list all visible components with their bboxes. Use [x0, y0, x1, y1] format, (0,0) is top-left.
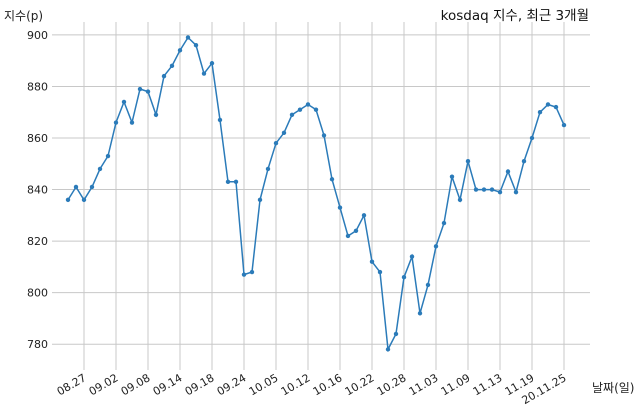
y-tick-label: 880 — [27, 80, 48, 93]
data-point — [121, 99, 127, 105]
data-point — [201, 71, 207, 76]
data-point — [433, 244, 439, 249]
data-point — [337, 205, 343, 210]
y-tick-label: 800 — [27, 287, 48, 300]
data-point — [385, 347, 391, 352]
data-point — [553, 104, 559, 110]
chart-title: kosdaq 지수, 최근 3개월 — [441, 8, 589, 24]
data-point — [297, 107, 303, 112]
x-tick-label: 11.13 — [471, 371, 505, 398]
data-point — [193, 43, 199, 48]
x-tick-label: 09.24 — [215, 371, 249, 398]
x-tick-label: 10.16 — [311, 371, 345, 398]
data-point — [473, 187, 479, 192]
data-point — [361, 213, 367, 218]
x-tick-label: 10.22 — [343, 371, 377, 398]
data-point — [353, 228, 359, 233]
data-point — [273, 140, 279, 146]
data-point — [561, 122, 567, 128]
data-point — [345, 233, 351, 239]
data-point — [449, 174, 455, 179]
data-point — [177, 48, 183, 53]
data-point — [321, 133, 327, 138]
data-point — [465, 159, 471, 164]
data-point — [289, 112, 295, 118]
data-point — [521, 159, 527, 164]
x-tick-label: 10.28 — [375, 371, 409, 398]
data-point — [265, 166, 271, 172]
x-tick-label: 11.09 — [439, 371, 473, 398]
x-tick-label: 09.02 — [87, 371, 121, 398]
data-point — [209, 61, 215, 66]
data-point — [81, 197, 87, 203]
x-axis-label: 날짜(일) — [592, 381, 634, 395]
data-point — [233, 179, 239, 185]
data-point — [225, 179, 231, 185]
y-tick-label: 780 — [27, 338, 48, 351]
data-point — [73, 184, 79, 190]
y-tick-label: 860 — [27, 132, 48, 145]
grid — [52, 22, 590, 370]
x-tick-label: 09.14 — [151, 371, 185, 398]
data-point — [185, 35, 191, 40]
x-axis-ticks: 08.2709.0209.0809.1409.1809.2410.0510.12… — [55, 371, 569, 407]
data-point — [137, 86, 143, 92]
data-point — [129, 120, 135, 125]
data-point — [425, 282, 431, 288]
x-tick-label: 10.05 — [247, 371, 281, 398]
data-point — [153, 112, 159, 118]
data-point — [97, 166, 103, 172]
x-tick-label: 10.12 — [279, 371, 313, 398]
data-point — [105, 153, 111, 159]
data-point — [537, 110, 543, 115]
data-point — [529, 135, 535, 141]
x-tick-label: 11.03 — [407, 371, 441, 398]
data-point — [513, 189, 519, 195]
data-point — [313, 107, 319, 112]
data-point — [369, 259, 375, 264]
series-line — [67, 36, 565, 352]
data-point — [257, 197, 263, 203]
data-point — [217, 117, 223, 123]
data-point — [393, 331, 399, 337]
data-point — [505, 169, 511, 174]
data-point — [161, 73, 167, 79]
y-axis-label: 지수(p) — [4, 9, 43, 23]
data-point — [89, 184, 95, 190]
data-point — [409, 254, 415, 259]
data-point — [497, 189, 503, 195]
data-point — [249, 269, 255, 275]
data-point — [377, 269, 383, 275]
x-tick-label: 08.27 — [55, 371, 89, 398]
x-tick-label: 09.18 — [183, 371, 217, 398]
y-tick-label: 900 — [27, 29, 48, 42]
data-point — [441, 220, 447, 226]
data-point — [241, 272, 247, 277]
data-point — [457, 197, 463, 203]
data-point — [329, 177, 335, 182]
data-point — [481, 187, 487, 192]
data-point — [489, 187, 495, 192]
data-point — [281, 130, 287, 136]
data-point — [305, 102, 311, 107]
data-point — [545, 102, 551, 107]
data-point — [65, 197, 71, 203]
data-point — [417, 311, 423, 316]
data-point — [145, 89, 151, 94]
data-point — [401, 275, 407, 280]
y-tick-label: 820 — [27, 235, 48, 248]
data-point — [113, 120, 119, 125]
series-points — [65, 35, 567, 352]
x-tick-label: 09.08 — [119, 371, 153, 398]
y-tick-label: 840 — [27, 184, 48, 197]
data-point — [169, 63, 175, 69]
y-axis-ticks: 780 800 820 840 860 880 900 — [27, 29, 48, 351]
